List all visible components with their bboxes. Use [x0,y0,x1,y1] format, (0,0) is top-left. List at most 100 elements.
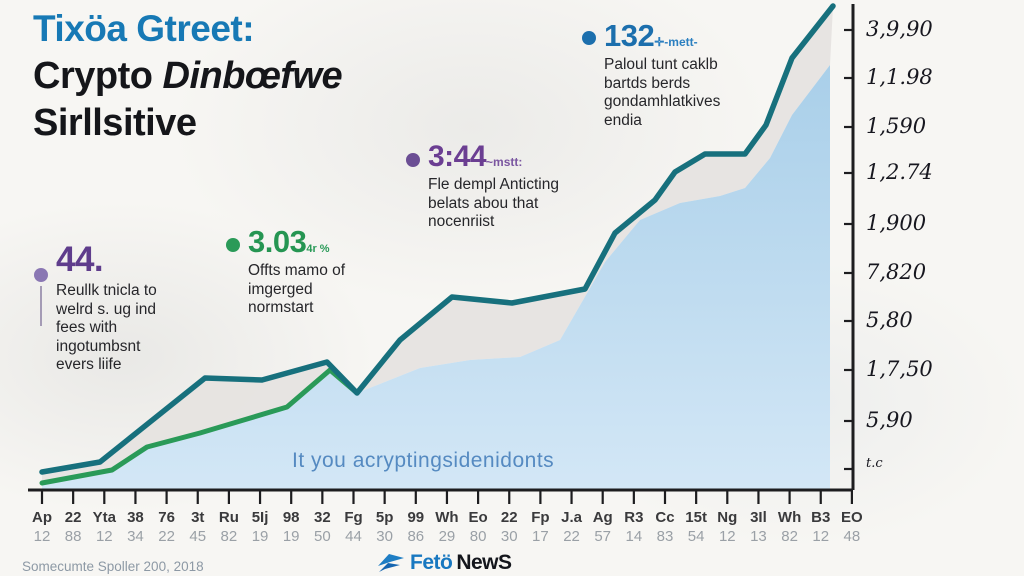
x-axis-label-secondary: 12 [718,528,736,545]
y-axis-label: 1,2.74 [866,160,933,184]
x-axis-label-secondary: 30 [376,528,393,545]
x-axis-label-secondary: 12 [33,528,51,545]
x-axis-label-primary: Ru [218,509,239,526]
stat-value: 44. [56,240,104,279]
area-fill-blue [42,65,830,490]
y-axis-label: 7,820 [866,260,927,284]
y-axis-label: t.c [866,456,883,471]
x-axis-label-secondary: 19 [282,528,300,545]
stat-description: Offts mamo of imgerged normstart [248,262,346,317]
x-axis-label-primary: EO [841,509,863,526]
x-axis-label-primary: 15t [685,509,707,526]
stat-value: 3.03 [248,224,307,259]
x-axis-label-secondary: 30 [500,528,518,545]
y-axis-label: 5,80 [866,308,913,332]
x-axis-label-secondary: 86 [407,528,425,545]
x-axis-label-secondary: 82 [220,528,238,545]
x-axis-label-primary: 22 [500,509,518,526]
x-axis-label-primary: Fg [344,509,363,526]
x-axis-label-secondary: 83 [656,528,674,545]
x-axis-label-secondary: 54 [687,528,705,545]
stat-connector-line [40,286,42,326]
stat-suffix: ~mstt: [486,155,523,169]
x-axis-label-primary: Ap [32,509,52,526]
chart-watermark-text: It you acryptingsidenidonts [292,449,555,472]
stat-callout-303: 3.034r % Offts mamo of imgerged normstart [226,224,386,318]
x-axis-label-primary: Ng [717,509,738,526]
fotonews-logo-icon [378,554,404,572]
x-axis-label-primary: Yta [92,509,116,526]
x-axis-label-secondary: 80 [469,528,487,545]
title-line-1: Tixöa Gtreet: [33,8,255,49]
stat-dot [34,268,48,282]
x-axis-label-secondary: 12 [812,528,830,545]
x-axis-label-primary: R3 [624,509,644,526]
title-italic-word: Dinbœfwe [162,54,343,97]
x-axis-label-secondary: 22 [563,528,580,545]
stat-value: 132 [604,18,655,53]
x-axis-label-primary: Fp [531,509,550,526]
stat-suffix: 4r % [306,243,330,255]
x-axis-label-secondary: 82 [781,528,798,545]
x-axis-label-primary: 3t [191,509,205,526]
x-axis-label-primary: 5p [375,509,394,526]
brand-text-dark: NewS [456,551,512,574]
x-axis-label-primary: 5Ij [251,509,269,526]
stat-description: Paloul tunt caklb bartds berds gondamhlatk… [604,56,721,129]
stat-description: Fle dempl Anticting belats abou that nocen… [428,176,559,231]
x-axis-label-secondary: 22 [158,528,175,545]
stat-description: Reullk tnicla to welrd s. ug ind fees with… [56,282,157,374]
x-axis-label-primary: 76 [158,509,175,526]
x-axis-label-primary: Wh [777,509,802,526]
x-axis-label-primary: Ag [592,509,613,526]
x-axis-label-primary: Eo [468,509,488,526]
x-axis-label-secondary: 44 [345,528,362,545]
y-axis-label: 1,900 [866,211,927,235]
x-axis-label-primary: 98 [282,509,300,526]
x-axis-label-primary: Cc [655,509,675,526]
x-axis-label-secondary: 48 [843,528,861,545]
fotonews-logo: Fetö NewS [376,551,512,575]
y-axis-label: 1,1.98 [866,65,933,89]
x-axis-label-secondary: 57 [594,528,612,545]
x-axis-label-secondary: 45 [189,528,207,545]
source-caption: Somecumte Spoller 200, 2018 [22,559,204,574]
x-axis-label-secondary: 88 [64,528,82,545]
x-axis-label-secondary: 50 [314,528,331,545]
x-axis-label-primary: Wh [435,509,459,526]
x-axis-label-secondary: 14 [625,528,643,545]
x-axis-label-secondary: 29 [438,528,456,545]
stat-dot [406,153,420,167]
y-axis-label: 1,590 [866,114,927,138]
x-axis-label-primary: 22 [64,509,82,526]
brand-text-blue: Fetö [410,551,453,574]
x-axis-label-primary: 38 [127,509,144,526]
x-axis-label-primary: 3Il [750,509,767,526]
x-axis-label-secondary: 34 [127,528,144,545]
x-axis-label-primary: B3 [811,509,831,526]
x-axis-label-secondary: 17 [532,528,549,545]
stat-dot [582,31,596,45]
x-axis-label-primary: J.a [561,509,582,526]
stat-suffix: ✛-mett- [654,35,698,49]
title-line-3: Sirllsitive [33,102,197,145]
stat-callout-344: 3:44~mstt: Fle dempl Anticting belats abo… [406,140,596,232]
y-axis-label: 5,90 [866,408,913,432]
teal-line [39,3,836,475]
x-axis-label-primary: 99 [407,509,425,526]
stat-value: 3:44 [428,140,487,173]
y-axis-label: 3,9,90 [866,17,933,41]
page-title: Tixöa Gtreet: Crypto Dinbœfwe Sirllsitiv… [33,6,343,148]
x-axis-label-secondary: 13 [750,528,767,545]
x-axis-label-secondary: 12 [95,528,113,545]
stat-callout-132: 132✛-mett- Paloul tunt caklb bartds berds… [582,18,772,130]
y-axis-label: 1,7,50 [866,357,933,381]
stat-dot [226,238,240,252]
green-line [39,367,360,486]
x-axis-label-secondary: 19 [251,528,269,545]
title-line-2: Crypto Dinbœfwe [33,54,343,97]
stat-callout-44: 44. Reullk tnicla to welrd s. ug ind fees … [34,240,184,375]
x-axis-label-primary: 32 [314,509,331,526]
